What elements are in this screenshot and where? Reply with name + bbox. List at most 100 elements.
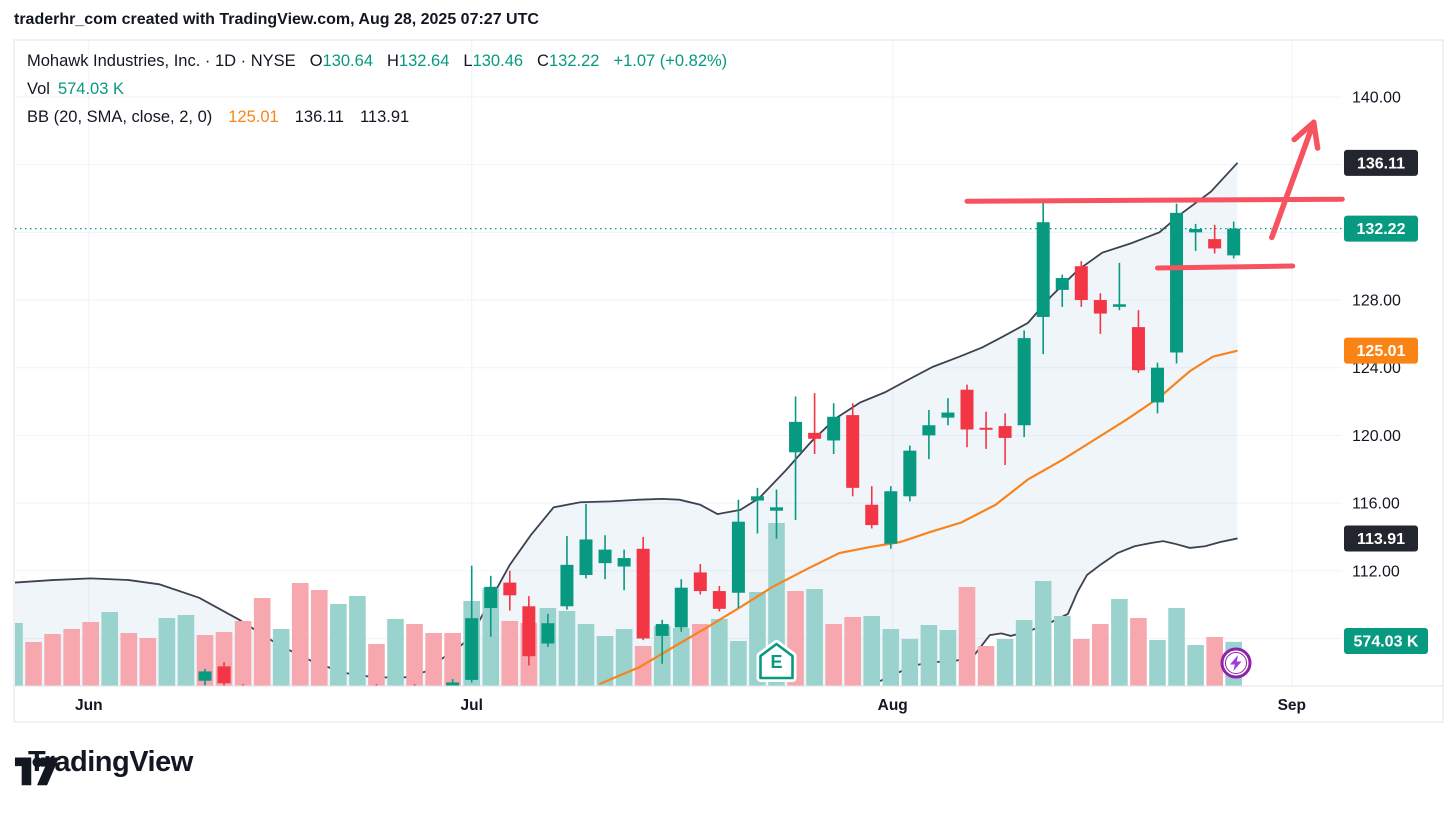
candle-body bbox=[484, 586, 498, 608]
candle-body bbox=[865, 504, 879, 526]
time-axis-label: Jun bbox=[75, 697, 103, 714]
volume-bar bbox=[387, 619, 404, 686]
candle-body bbox=[636, 548, 650, 639]
candle-body bbox=[674, 587, 688, 628]
support-line[interactable] bbox=[1155, 263, 1296, 271]
bb-lower-value: 113.91 bbox=[359, 108, 410, 126]
change-value: +1.07 (+0.82%) bbox=[613, 52, 728, 70]
bb-basis-line bbox=[598, 349, 1238, 686]
candle-body bbox=[655, 624, 669, 636]
symbol-title: Mohawk Industries, Inc. · 1D · NYSE bbox=[27, 52, 296, 70]
volume-bar bbox=[1034, 581, 1052, 686]
price-tick-label: 116.00 bbox=[1352, 496, 1400, 513]
time-axis[interactable]: Jun Jul Aug Sep bbox=[75, 697, 1306, 714]
candle-body bbox=[846, 415, 860, 488]
breakout-arrow-head bbox=[1310, 119, 1321, 151]
candle-body bbox=[1131, 327, 1145, 371]
trend-annotations[interactable] bbox=[964, 119, 1345, 271]
flash-button[interactable] bbox=[1220, 647, 1252, 679]
candle-body bbox=[827, 416, 841, 441]
candle-body bbox=[1055, 278, 1069, 290]
price-axis-badge bbox=[1344, 149, 1418, 176]
volume-bar bbox=[1111, 599, 1128, 686]
volume-bar bbox=[558, 611, 576, 686]
volume-bar bbox=[692, 624, 709, 686]
price-tick-label: 140.00 bbox=[1352, 90, 1401, 107]
open-label: O bbox=[309, 52, 323, 70]
time-axis-label: Aug bbox=[878, 697, 908, 714]
volume-bar bbox=[711, 619, 728, 686]
volume-bar bbox=[1092, 624, 1109, 686]
volume-bar bbox=[577, 624, 595, 686]
volume-bar bbox=[291, 583, 309, 686]
resistance-line[interactable] bbox=[964, 196, 1345, 204]
volume-bar bbox=[44, 634, 61, 686]
candle-body bbox=[960, 389, 974, 430]
legend-bb-row[interactable]: BB (20, SMA, close, 2, 0) 125.01 136.11 … bbox=[27, 108, 727, 136]
open-value: 130.64 bbox=[322, 52, 373, 70]
volume-bar bbox=[15, 623, 23, 686]
candle-body bbox=[1074, 266, 1088, 301]
earnings-badge-shape bbox=[759, 642, 794, 680]
price-axis-badge-value: 125.01 bbox=[1357, 343, 1406, 360]
volume-bar bbox=[1168, 608, 1185, 686]
earnings-badge-letter: E bbox=[770, 652, 782, 672]
candle-body bbox=[103, 694, 116, 708]
tradingview-logo-icon bbox=[14, 757, 60, 786]
lightning-icon bbox=[1230, 655, 1242, 671]
attribution-text: traderhr_com created with TradingView.co… bbox=[14, 11, 539, 28]
price-axis[interactable]: 140.00 128.00 124.00 120.00 116.00 112.00 136.… bbox=[1344, 90, 1428, 655]
tradingview-logo[interactable]: TradingView bbox=[14, 746, 193, 786]
candle-body bbox=[465, 618, 479, 680]
price-tick-label: 128.00 bbox=[1352, 293, 1401, 310]
breakout-arrow-shaft[interactable] bbox=[1269, 119, 1317, 241]
candle-body bbox=[370, 689, 383, 697]
volume-bar bbox=[863, 616, 881, 686]
volume-bar bbox=[234, 621, 252, 686]
legend-symbol-row[interactable]: Mohawk Industries, Inc. · 1D · NYSE O 130… bbox=[27, 52, 727, 80]
candle-body bbox=[217, 666, 231, 684]
candle-body bbox=[884, 491, 898, 544]
price-axis-badge bbox=[1344, 628, 1428, 654]
candle-body bbox=[160, 696, 173, 708]
candle-body bbox=[789, 421, 803, 453]
candle-body bbox=[617, 558, 631, 567]
close-label: C bbox=[537, 52, 549, 70]
candle-body bbox=[903, 450, 917, 497]
chart-legend: Mohawk Industries, Inc. · 1D · NYSE O 130… bbox=[27, 52, 727, 136]
legend-volume-row[interactable]: Vol 574.03 K bbox=[27, 80, 727, 108]
candle-body bbox=[332, 698, 345, 710]
price-axis-badge bbox=[1344, 215, 1418, 242]
volume-bar bbox=[958, 587, 976, 686]
volume-bar bbox=[63, 629, 80, 686]
high-value: 132.64 bbox=[398, 52, 450, 70]
earnings-marker[interactable]: E bbox=[756, 640, 797, 682]
candle-body bbox=[560, 564, 574, 607]
low-label: L bbox=[463, 52, 473, 70]
volume-bar bbox=[901, 639, 919, 686]
volume-bar bbox=[82, 622, 99, 686]
volume-bar bbox=[615, 629, 633, 686]
high-label: H bbox=[387, 52, 399, 70]
volume-bar bbox=[596, 636, 614, 686]
volume-bar bbox=[672, 628, 690, 686]
volume-bar bbox=[882, 629, 900, 686]
candle-body bbox=[522, 606, 536, 657]
candle-body bbox=[46, 699, 59, 704]
volume-bar bbox=[158, 618, 176, 686]
volume-bar bbox=[1015, 620, 1033, 686]
candle-body bbox=[770, 507, 783, 511]
candle-body bbox=[941, 412, 955, 418]
volume-bar bbox=[977, 646, 995, 686]
candle-body bbox=[446, 682, 460, 686]
volume-bar bbox=[482, 588, 500, 686]
price-tick-label: 124.00 bbox=[1352, 360, 1401, 377]
candle-body bbox=[693, 572, 707, 592]
volume-label: Vol bbox=[27, 80, 50, 98]
candle-body bbox=[427, 689, 440, 696]
volume-bar bbox=[425, 633, 442, 686]
candle-body bbox=[389, 689, 402, 697]
price-tick-label: 112.00 bbox=[1352, 563, 1400, 580]
candle-body bbox=[351, 689, 364, 697]
